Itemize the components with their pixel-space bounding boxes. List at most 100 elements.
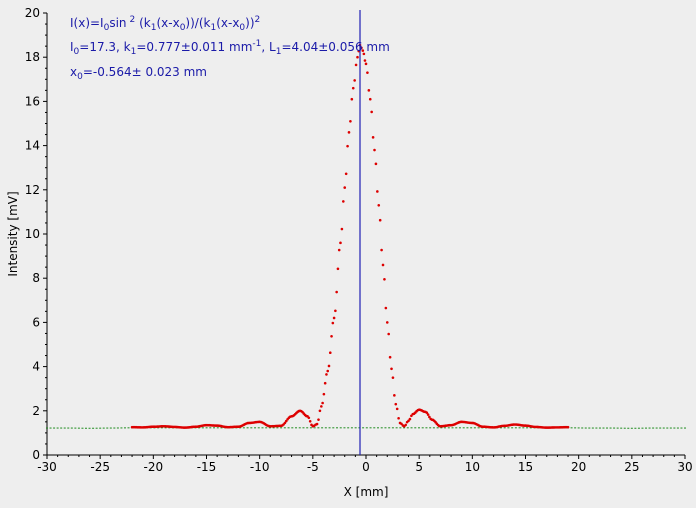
data-point: [391, 376, 395, 379]
data-point: [322, 392, 326, 396]
data-point: [340, 227, 344, 231]
data-point: [425, 411, 429, 414]
data-point: [323, 381, 327, 385]
baseline-point: [669, 427, 672, 429]
baseline-point: [395, 427, 398, 429]
baseline-point: [591, 427, 594, 429]
baseline-point: [436, 427, 439, 429]
data-point: [408, 417, 412, 421]
data-point: [378, 218, 382, 222]
data-point: [377, 203, 381, 207]
data-point: [388, 355, 392, 359]
baseline-point: [399, 427, 402, 429]
baseline-point: [350, 427, 353, 429]
data-point: [367, 89, 371, 92]
data-point: [339, 241, 342, 245]
baseline-point: [676, 427, 679, 429]
baseline-point: [201, 427, 204, 429]
data-point: [374, 162, 378, 166]
baseline-point: [365, 427, 368, 429]
data-point: [346, 144, 349, 148]
axes: -30 -25 -20 -15 -10 -5 0 5 10 15 20 25 30 0 2 4 6 8 10 12 14…: [25, 6, 693, 474]
baseline-point: [627, 427, 630, 429]
baseline-point: [630, 427, 633, 429]
baseline-point: [462, 427, 465, 429]
baseline-point: [127, 427, 130, 429]
baseline-point: [328, 427, 331, 429]
data-point: [315, 422, 319, 426]
baseline-point: [268, 427, 271, 429]
baseline-point: [652, 427, 655, 429]
annotation-line-1: I(x)=I0sin 2 (k1(x-x0))/(k1(x-x0))2: [70, 15, 260, 33]
baseline-point: [414, 427, 417, 429]
data-point: [384, 306, 388, 310]
baseline-point: [220, 427, 223, 429]
baseline-point: [242, 427, 245, 429]
baseline-point: [257, 427, 260, 429]
baseline-point: [406, 427, 409, 429]
annotation-line-3: x0=-0.564± 0.023 mm: [70, 65, 207, 82]
baseline-point: [116, 427, 119, 429]
data-point: [368, 97, 372, 101]
data-point: [364, 62, 368, 66]
baseline-point: [63, 427, 66, 429]
baseline-point: [280, 427, 283, 429]
data-point: [284, 419, 288, 423]
baseline-point: [272, 427, 275, 429]
baseline-point: [680, 427, 683, 429]
baseline-point: [581, 427, 584, 429]
baseline-point: [339, 427, 342, 429]
data-point: [336, 267, 340, 271]
data-point: [426, 413, 430, 416]
baseline-point: [458, 427, 461, 429]
y-tick-label: 8: [32, 271, 40, 285]
data-point: [353, 79, 356, 82]
x-axis-title: X [mm]: [344, 485, 389, 499]
baseline-point: [239, 427, 242, 429]
baseline-point: [276, 427, 279, 429]
data-point: [354, 63, 358, 67]
baseline-point: [623, 427, 626, 429]
baseline-point: [637, 427, 640, 429]
baseline-point: [88, 427, 91, 429]
baseline-point: [417, 427, 420, 429]
baseline-point: [164, 427, 167, 429]
x-tick-label: -30: [37, 460, 57, 474]
x-tick-label: -15: [197, 460, 217, 474]
baseline-point: [384, 427, 387, 429]
data-point: [362, 52, 366, 56]
baseline-point: [391, 427, 394, 429]
baseline-point: [507, 427, 510, 429]
baseline-point: [106, 427, 109, 429]
data-point: [344, 172, 348, 176]
baseline-point: [522, 427, 525, 429]
baseline-point: [473, 427, 476, 429]
x-tick-label: 5: [415, 460, 423, 474]
baseline-point: [570, 427, 573, 429]
y-tick-label: 2: [32, 404, 40, 418]
data-point: [349, 119, 352, 123]
baseline-point: [602, 427, 605, 429]
baseline-point: [659, 427, 662, 429]
data-point: [404, 423, 407, 427]
baseline-point: [205, 427, 208, 429]
data-point: [318, 409, 322, 413]
baseline-point: [109, 427, 112, 429]
baseline-point: [444, 427, 447, 429]
baseline-point: [518, 427, 521, 429]
baseline-point: [216, 427, 219, 429]
baseline-point: [529, 427, 532, 429]
baseline-point: [53, 427, 56, 429]
baseline-point: [313, 427, 316, 429]
data-point: [381, 263, 385, 267]
baseline-point: [451, 427, 454, 429]
data-point: [307, 416, 311, 420]
baseline-point: [209, 427, 212, 429]
y-tick-label: 16: [25, 94, 40, 108]
baseline-point: [466, 427, 469, 429]
baseline-point: [317, 427, 320, 429]
data-point: [283, 421, 287, 425]
baseline-point: [84, 427, 87, 429]
data-point: [390, 367, 393, 371]
